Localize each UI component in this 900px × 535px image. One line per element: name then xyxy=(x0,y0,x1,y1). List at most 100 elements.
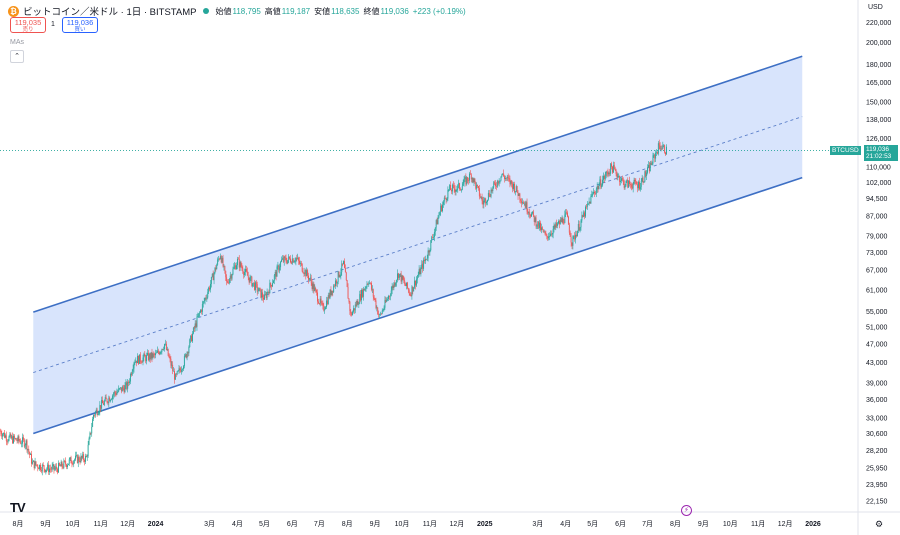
candle-body xyxy=(379,314,380,316)
candle-body xyxy=(150,352,152,360)
candle-body xyxy=(361,289,362,301)
candle-body xyxy=(554,225,556,228)
candle-body xyxy=(449,185,451,190)
candle-body xyxy=(594,193,596,194)
candle-body xyxy=(460,189,461,190)
candle-body xyxy=(626,179,628,182)
last-price-tag: 119,036 21:02:53 xyxy=(864,145,898,161)
candle-body xyxy=(587,203,589,205)
candle-body xyxy=(162,349,164,350)
candle-body xyxy=(348,298,350,302)
candle-body xyxy=(550,233,552,235)
candle-body xyxy=(66,464,68,468)
candle-body xyxy=(627,179,629,188)
candle-body xyxy=(281,258,283,260)
candle-body xyxy=(385,300,387,302)
candle-body xyxy=(586,204,588,207)
candle-body xyxy=(34,461,36,469)
candle-body xyxy=(652,155,654,164)
spread-value: 1 xyxy=(51,21,55,28)
candle-body xyxy=(310,277,312,283)
indicator-legend[interactable]: MAs xyxy=(10,39,24,46)
candle-body xyxy=(335,280,336,287)
candle-body xyxy=(202,301,204,304)
candle-body xyxy=(271,285,273,287)
candle-body xyxy=(285,257,287,262)
candle-body xyxy=(353,308,355,311)
candle-body xyxy=(57,469,59,473)
candle-body xyxy=(65,461,67,465)
candle-body xyxy=(196,316,198,327)
candle-body xyxy=(93,415,95,416)
buy-price: 119,036 xyxy=(66,18,94,27)
candle-body xyxy=(415,279,417,286)
candle-body xyxy=(400,273,402,282)
candle-body xyxy=(233,267,235,269)
candle-body xyxy=(375,300,377,308)
candle-body xyxy=(289,256,291,259)
candle-body xyxy=(272,283,273,287)
gear-icon[interactable]: ⚙ xyxy=(875,519,884,529)
candle-body xyxy=(664,145,666,153)
candle-body xyxy=(386,299,388,302)
y-tick-label: 220,000 xyxy=(866,20,891,27)
candle-body xyxy=(494,182,496,184)
candle-body xyxy=(61,461,63,467)
lightning-icon[interactable]: ⚡ xyxy=(681,505,692,516)
candle-body xyxy=(31,462,33,464)
candle-body xyxy=(29,451,31,455)
candle-body xyxy=(344,267,346,273)
candle-body xyxy=(211,273,213,277)
candle-body xyxy=(574,235,576,240)
candle-body xyxy=(236,265,237,270)
candle-body xyxy=(26,440,28,451)
y-tick-label: 110,000 xyxy=(866,164,891,171)
candle-body xyxy=(138,356,139,364)
x-tick-label: 5月 xyxy=(259,520,270,528)
candle-body xyxy=(516,186,518,193)
candle-body xyxy=(163,349,165,350)
currency-label[interactable]: USD xyxy=(868,4,883,11)
candle-body xyxy=(152,353,154,359)
candle-body xyxy=(11,436,13,439)
sell-button[interactable]: 119,035 売り xyxy=(10,17,46,33)
candle-body xyxy=(513,183,514,189)
buy-button[interactable]: 119,036 買い xyxy=(62,17,98,33)
collapse-legend-button[interactable]: ⌃ xyxy=(10,50,24,63)
candle-body xyxy=(557,223,559,226)
candle-body xyxy=(185,354,187,358)
candle-body xyxy=(273,275,275,281)
candle-body xyxy=(227,281,228,283)
candle-body xyxy=(9,433,11,437)
candle-body xyxy=(603,175,605,179)
symbol-title[interactable]: ビットコイン／米ドル · 1日 · BITSTAMP xyxy=(23,7,197,18)
y-tick-label: 126,000 xyxy=(866,136,891,143)
candle-body xyxy=(414,280,416,288)
candle-body xyxy=(190,335,192,340)
candle-body xyxy=(500,176,502,181)
candle-body xyxy=(595,189,597,194)
candle-body xyxy=(455,189,457,192)
candle-body xyxy=(537,221,539,226)
candle-body xyxy=(384,300,386,308)
candle-body xyxy=(79,461,81,463)
candle-body xyxy=(95,409,97,412)
candle-body xyxy=(502,173,504,175)
candle-body xyxy=(371,289,373,290)
candle-body xyxy=(217,259,219,265)
candle-body xyxy=(447,189,449,199)
candle-body xyxy=(631,187,633,189)
candle-body xyxy=(336,281,338,284)
candle-body xyxy=(352,311,354,316)
candle-body xyxy=(363,288,365,291)
candle-body xyxy=(620,180,622,182)
tradingview-logo[interactable]: TV xyxy=(10,500,26,515)
candle-body xyxy=(87,444,89,457)
candle-body xyxy=(123,388,125,393)
candle-body xyxy=(78,456,80,462)
candle-body xyxy=(75,455,76,460)
candle-body xyxy=(433,231,435,238)
candle-body xyxy=(594,191,595,194)
candle-body xyxy=(75,455,77,456)
